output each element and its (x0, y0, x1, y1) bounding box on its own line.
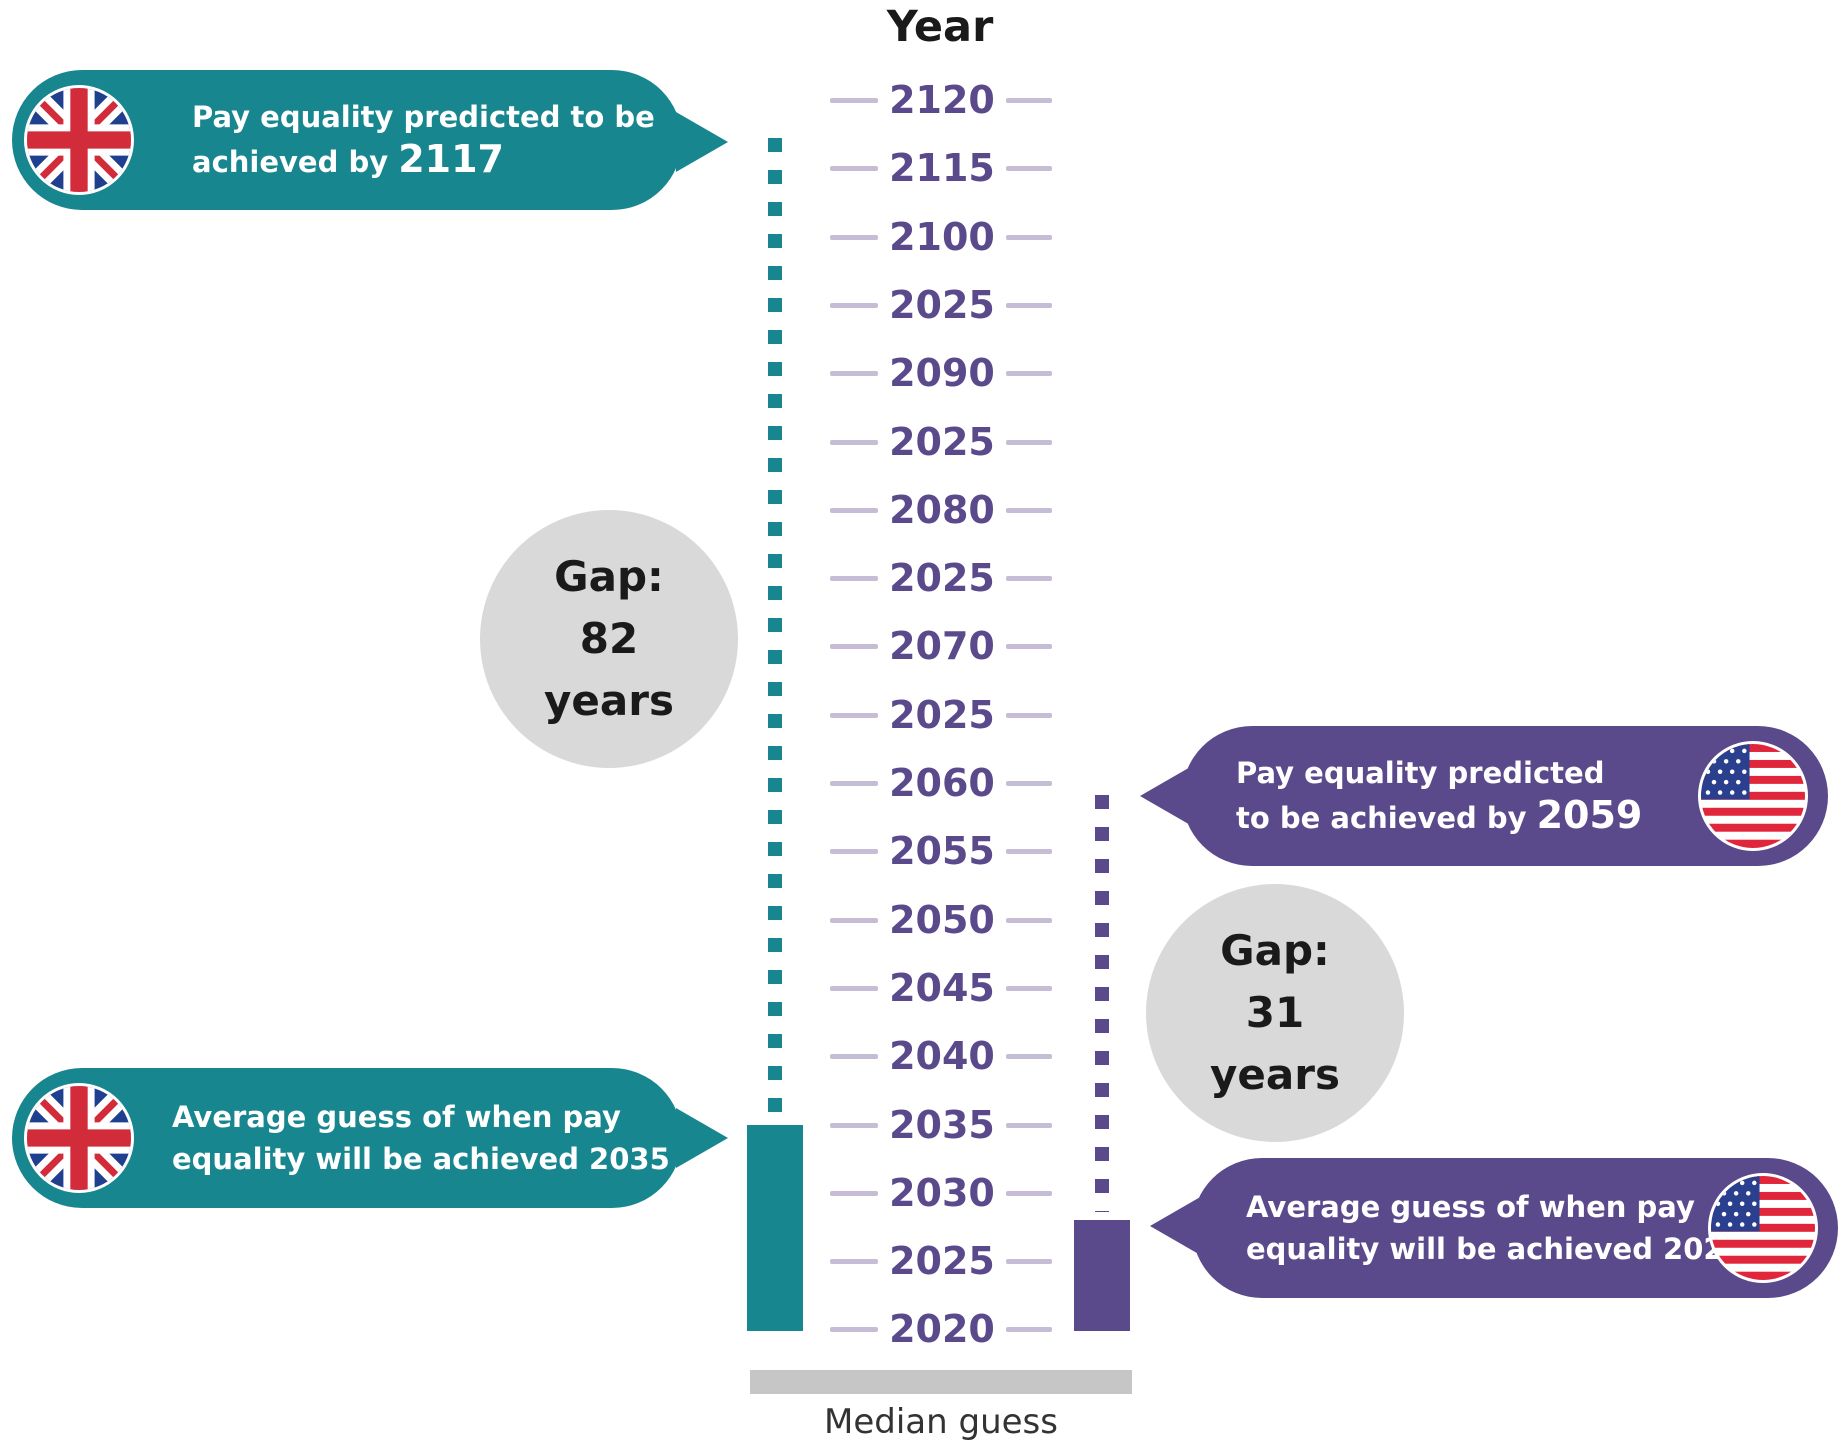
axis-title: Year (886, 2, 994, 52)
tick-dash-left (830, 781, 878, 786)
tick-label: 2120 (889, 78, 995, 122)
tick-dash-left (830, 917, 878, 923)
us-flag-icon (1708, 1173, 1818, 1283)
us-predicted-year: 2059 (1536, 793, 1643, 837)
tick-dash-left (830, 166, 878, 172)
tick-dash-left (830, 371, 878, 377)
tick-dash-left (830, 849, 878, 855)
tick-dash-left (830, 1190, 878, 1196)
us-average-bar (1074, 1220, 1130, 1332)
tick-dash-right (1006, 166, 1052, 172)
tick-dash-right (1006, 985, 1052, 991)
tick-dash-right (1006, 1122, 1052, 1128)
tick-label: 2025 (889, 692, 995, 737)
tick-dash-right (1006, 1054, 1052, 1060)
baseline (750, 1370, 1132, 1394)
uk-average-line2: equality will be achieved 2035 (172, 1142, 670, 1176)
uk-predicted-line2: achieved by (192, 145, 399, 179)
tick-dash-left (830, 712, 878, 718)
tick-dash-right (1006, 1259, 1052, 1265)
tick-label: 2115 (889, 146, 995, 191)
uk-average-arrow (676, 1108, 728, 1168)
tick-dash-left (830, 302, 878, 308)
tick-dash-right (1006, 439, 1052, 445)
uk-average-line1: Average guess of when pay (172, 1100, 621, 1134)
tick-dash-right (1006, 917, 1052, 923)
tick-dash-left (830, 1054, 878, 1060)
tick-dash-left (830, 576, 878, 582)
tick-dash-right (1006, 644, 1052, 650)
tick-label: 2090 (889, 351, 995, 396)
tick-label: 2080 (889, 487, 995, 532)
tick-label: 2070 (889, 624, 995, 669)
tick-label: 2035 (889, 1102, 995, 1147)
tick-dash-left (830, 98, 878, 103)
tick-dash-left (830, 234, 878, 240)
us-predicted-line2: to be achieved by (1236, 801, 1537, 835)
tick-dash-right (1006, 507, 1052, 513)
tick-dash-left (830, 985, 878, 991)
tick-label: 2100 (889, 214, 995, 259)
tick-label: 2025 (889, 282, 995, 327)
us-gap-circle: Gap: 31 years (1146, 884, 1404, 1142)
tick-dash-left (830, 1259, 878, 1265)
tick-dash-right (1006, 302, 1052, 308)
uk-predicted-year: 2117 (398, 137, 504, 181)
tick-label: 2045 (889, 965, 995, 1010)
tick-label: 2040 (889, 1034, 995, 1079)
us-predicted-callout: Pay equality predicted to be achieved by… (1182, 726, 1828, 866)
tick-dash-right (1006, 371, 1052, 377)
tick-dash-right (1006, 1190, 1052, 1196)
tick-label: 2025 (889, 419, 995, 464)
tick-label: 2060 (889, 761, 995, 805)
uk-gap-unit: years (544, 676, 674, 725)
tick-dash-right (1006, 781, 1052, 786)
uk-gap-label: Gap: (554, 552, 664, 601)
uk-gap-value: 82 (579, 614, 639, 663)
us-predicted-dotted-line (1095, 795, 1109, 1213)
tick-dash-right (1006, 98, 1052, 103)
x-axis-label: Median guess (824, 1402, 1058, 1442)
us-predicted-line1: Pay equality predicted (1236, 756, 1605, 790)
us-gap-unit: years (1210, 1050, 1340, 1099)
tick-dash-right (1006, 234, 1052, 240)
uk-predicted-dotted-line (768, 138, 782, 1117)
uk-average-bar (747, 1124, 803, 1332)
uk-predicted-line1: Pay equality predicted to be (192, 100, 655, 134)
tick-label: 2025 (889, 1239, 995, 1284)
us-gap-value: 31 (1245, 988, 1305, 1037)
us-gap-label: Gap: (1220, 926, 1330, 975)
us-average-callout: Average guess of when pay equality will … (1192, 1158, 1838, 1298)
us-flag-icon (1698, 741, 1808, 851)
tick-dash-left (830, 1122, 878, 1128)
tick-dash-left (830, 1327, 878, 1333)
uk-gap-circle: Gap: 82 years (480, 510, 738, 768)
tick-label: 2050 (889, 897, 995, 942)
tick-dash-left (830, 507, 878, 513)
tick-label: 2020 (889, 1307, 995, 1352)
us-average-line1: Average guess of when pay (1246, 1190, 1695, 1224)
tick-dash-right (1006, 849, 1052, 855)
tick-label: 2030 (889, 1170, 995, 1215)
uk-average-callout: Average guess of when pay equality will … (12, 1068, 682, 1208)
tick-dash-right (1006, 1327, 1052, 1333)
uk-flag-icon (24, 1083, 134, 1193)
tick-dash-left (830, 644, 878, 650)
tick-dash-right (1006, 712, 1052, 718)
uk-flag-icon (24, 85, 134, 195)
uk-predicted-arrow (676, 112, 728, 172)
us-average-line2: equality will be achieved 2028 (1246, 1232, 1744, 1266)
tick-label: 2055 (889, 829, 995, 874)
tick-label: 2025 (889, 556, 995, 601)
tick-dash-right (1006, 576, 1052, 582)
uk-predicted-callout: Pay equality predicted to be achieved by… (12, 70, 682, 210)
tick-dash-left (830, 439, 878, 445)
